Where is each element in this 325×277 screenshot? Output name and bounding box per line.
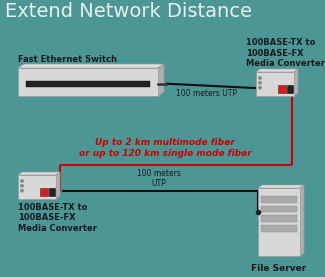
Polygon shape (256, 69, 298, 72)
Bar (40, 188, 48, 196)
Text: 100BASE-TX to
100BASE-FX
Media Converter: 100BASE-TX to 100BASE-FX Media Converter (18, 203, 97, 233)
Polygon shape (258, 185, 304, 188)
Polygon shape (56, 172, 60, 199)
Circle shape (21, 180, 23, 182)
Bar (261, 206, 297, 212)
Text: 100 meters
UTP: 100 meters UTP (137, 169, 181, 188)
Circle shape (21, 184, 23, 187)
Bar (26, 81, 150, 87)
Polygon shape (256, 72, 294, 96)
Polygon shape (158, 64, 164, 96)
Text: Extend Network Distance: Extend Network Distance (5, 2, 252, 21)
Text: 100 meters UTP: 100 meters UTP (176, 89, 237, 98)
Text: File Server: File Server (251, 264, 306, 273)
Polygon shape (300, 185, 304, 256)
Polygon shape (18, 64, 164, 68)
Text: Fast Ethernet Switch: Fast Ethernet Switch (18, 55, 117, 64)
Circle shape (259, 82, 261, 84)
Polygon shape (18, 68, 158, 96)
Bar (261, 215, 297, 222)
Bar (278, 85, 286, 93)
Circle shape (21, 189, 23, 192)
Bar (261, 225, 297, 232)
Bar (287, 85, 293, 93)
Text: 100BASE-TX to
100BASE-FX
Media Converter: 100BASE-TX to 100BASE-FX Media Converter (246, 38, 325, 68)
Bar (49, 188, 55, 196)
Polygon shape (294, 69, 298, 96)
Polygon shape (18, 175, 56, 199)
Bar (261, 196, 297, 203)
Circle shape (259, 77, 261, 79)
Polygon shape (18, 172, 60, 175)
Text: Up to 2 km multimode fiber
or up to 120 km single mode fiber: Up to 2 km multimode fiber or up to 120 … (79, 138, 251, 158)
Circle shape (259, 86, 261, 89)
Polygon shape (258, 188, 300, 256)
